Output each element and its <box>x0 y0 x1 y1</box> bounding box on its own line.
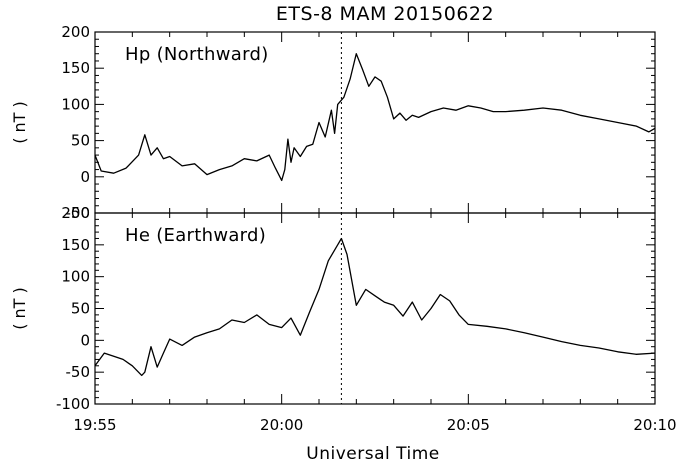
y-tick-label: -50 <box>66 363 91 381</box>
y-tick-label: 100 <box>61 268 90 286</box>
panel-2-annotation: He (Earthward) <box>125 225 266 246</box>
panel-1: 200 150 100 50 0 -50 Hp (Northward) ( nT ) <box>10 23 656 222</box>
x-tick-labels: 19:55 20:00 20:05 20:10 <box>73 416 676 434</box>
y-tick-label: 150 <box>61 236 90 254</box>
x-tick-label: 19:55 <box>73 416 116 434</box>
y-tick-label: 100 <box>61 95 90 113</box>
series-line-1-1 <box>94 53 656 182</box>
y-tick-label: 0 <box>80 168 90 186</box>
series-line-2-1 <box>94 237 656 377</box>
y-tick-label: 0 <box>80 331 90 349</box>
panel-2-y-axis-label: ( nT ) <box>10 287 29 330</box>
x-axis-label: Universal Time <box>306 444 439 464</box>
y-tick-label: 50 <box>71 132 90 150</box>
panel-1-y-axis-label: ( nT ) <box>10 101 29 144</box>
panels: 200 150 100 50 0 -50 Hp (Northward) ( nT ) 200 15… <box>10 23 656 413</box>
panel-2: 200 150 100 50 0 -50 -100 He (Earthward) ( nT ) <box>10 204 656 413</box>
y-tick-label: 200 <box>61 204 90 222</box>
x-tick-label: 20:00 <box>260 416 303 434</box>
x-tick-label: 20:05 <box>447 416 490 434</box>
y-tick-label: 150 <box>61 59 90 77</box>
x-tick-label: 20:10 <box>633 416 676 434</box>
panel-1-annotation: Hp (Northward) <box>125 44 269 65</box>
y-tick-label: 200 <box>61 23 90 41</box>
y-tick-label: 50 <box>71 300 90 318</box>
y-tick-label: -100 <box>56 395 90 413</box>
y-tick-label: -50 <box>66 204 91 222</box>
chart-title: ETS-8 MAM 20150622 <box>276 3 494 25</box>
